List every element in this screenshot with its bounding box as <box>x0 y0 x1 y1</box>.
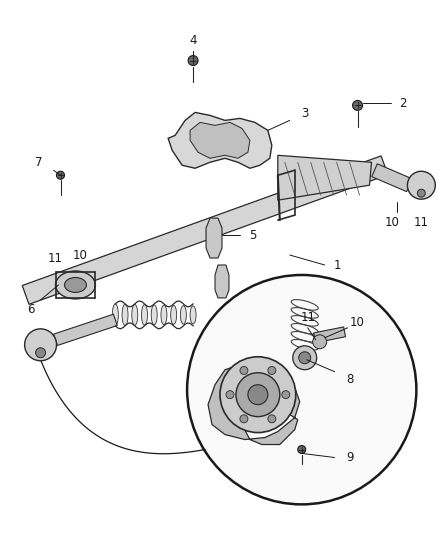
Circle shape <box>240 415 248 423</box>
Polygon shape <box>208 365 300 445</box>
Text: 11: 11 <box>48 252 63 264</box>
Text: 4: 4 <box>189 34 197 47</box>
Ellipse shape <box>122 304 128 326</box>
Circle shape <box>25 329 57 361</box>
Polygon shape <box>314 327 346 343</box>
Text: 11: 11 <box>300 311 315 325</box>
Text: 8: 8 <box>346 373 353 386</box>
Polygon shape <box>190 123 250 158</box>
Text: 6: 6 <box>27 303 34 317</box>
Text: 9: 9 <box>346 451 353 464</box>
Ellipse shape <box>151 305 157 325</box>
Ellipse shape <box>190 306 196 324</box>
Circle shape <box>57 171 64 179</box>
Circle shape <box>299 352 311 364</box>
Circle shape <box>220 357 296 433</box>
Polygon shape <box>22 156 388 304</box>
Ellipse shape <box>180 305 186 324</box>
Ellipse shape <box>112 304 118 326</box>
Circle shape <box>240 367 248 375</box>
Circle shape <box>353 100 363 110</box>
Circle shape <box>35 348 46 358</box>
Text: 7: 7 <box>35 156 42 169</box>
Text: 11: 11 <box>414 216 429 229</box>
Text: 5: 5 <box>249 229 257 241</box>
Polygon shape <box>53 314 117 345</box>
Polygon shape <box>206 218 222 258</box>
Circle shape <box>236 373 280 417</box>
Text: 10: 10 <box>73 248 88 262</box>
Circle shape <box>226 391 234 399</box>
Circle shape <box>282 391 290 399</box>
Ellipse shape <box>141 305 148 325</box>
Text: 10: 10 <box>350 317 365 329</box>
Circle shape <box>248 385 268 405</box>
Text: 3: 3 <box>301 107 308 120</box>
Circle shape <box>268 415 276 423</box>
Circle shape <box>187 275 417 504</box>
Text: 2: 2 <box>399 97 406 110</box>
Polygon shape <box>168 112 272 168</box>
Polygon shape <box>372 164 412 192</box>
Text: 1: 1 <box>334 259 341 271</box>
Ellipse shape <box>132 304 138 325</box>
Ellipse shape <box>56 271 95 299</box>
Ellipse shape <box>64 278 86 293</box>
Circle shape <box>293 346 317 370</box>
Circle shape <box>298 446 306 454</box>
Circle shape <box>268 367 276 375</box>
Ellipse shape <box>161 305 167 325</box>
Polygon shape <box>215 265 229 298</box>
Circle shape <box>417 189 425 197</box>
Circle shape <box>407 171 435 199</box>
Polygon shape <box>278 155 371 200</box>
Circle shape <box>313 335 327 349</box>
Circle shape <box>188 55 198 66</box>
Ellipse shape <box>171 305 177 325</box>
Text: 10: 10 <box>385 216 400 229</box>
